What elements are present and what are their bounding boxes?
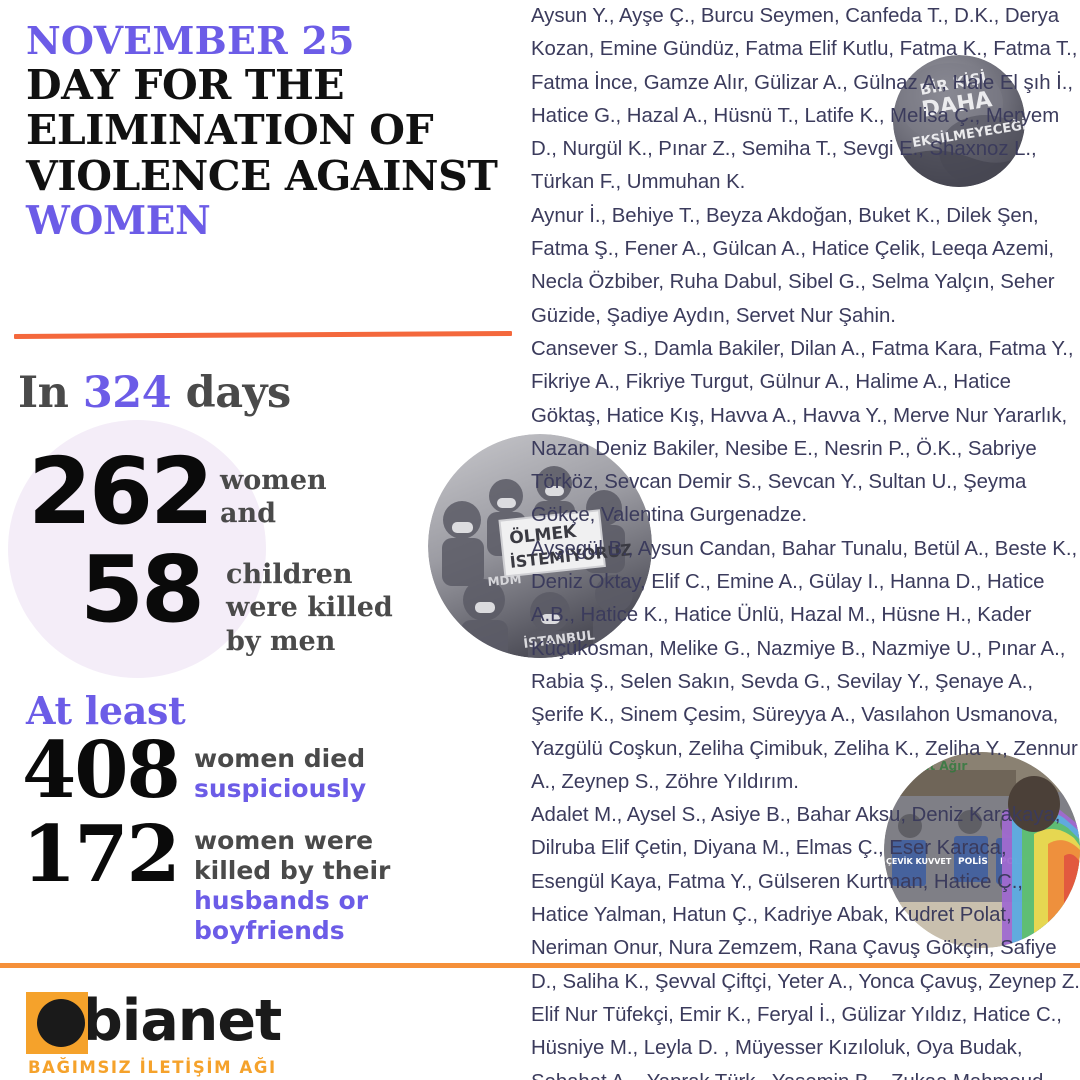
bianet-logo[interactable]: bianet BAĞIMSIZ İLETİŞİM AĞI (26, 988, 282, 1077)
stat-women-label-line1: women (220, 465, 327, 496)
names-paragraph: Cansever S., Damla Bakiler, Dilan A., Fa… (531, 337, 1074, 527)
headline-date: NOVEMBER 25 (26, 18, 355, 63)
stat-partner-killings: 172 women were killed by their husbands … (22, 809, 390, 946)
stat-partner-label-accent1: husbands or (194, 886, 369, 915)
stat-suspicious-label: women died suspiciously (194, 734, 366, 804)
headline-line-3: ELIMINATION OF (26, 106, 434, 155)
stat-partner-label: women were killed by their husbands or b… (194, 818, 390, 946)
days-suffix: days (185, 368, 292, 418)
stat-women-label: women and (208, 450, 327, 531)
svg-text:ÇEVİK KUVVET: ÇEVİK KUVVET (886, 856, 952, 866)
protest-banner-photo-graphic: BİR KİŞİ DAHA EKSİLMEYECEĞİZ (893, 55, 1025, 187)
headline-divider (13, 330, 513, 339)
stat-children-count: 58 (79, 536, 205, 643)
headline-line-2: DAY FOR THE (26, 60, 345, 109)
names-paragraph: Elif Nur Tüfekçi, Emir K., Feryal İ., Gü… (531, 1003, 1062, 1080)
at-least-label: At least (26, 688, 186, 733)
logo-square-icon (26, 992, 88, 1054)
stat-partner-label-line1: women were (194, 826, 374, 855)
protest-banner-photo: BİR KİŞİ DAHA EKSİLMEYECEĞİZ (893, 55, 1025, 187)
headline-line-5: WOMEN (26, 198, 211, 245)
stat-women-count: 262 (28, 438, 214, 545)
stats-circle-backdrop (8, 420, 266, 678)
left-content-column: NOVEMBER 25 DAY FOR THE ELIMINATION OF V… (0, 0, 525, 1080)
stat-suspicious-label-accent: suspiciously (194, 774, 367, 803)
stat-children-label-line2: were killed (226, 592, 393, 624)
days-number: 324 (82, 368, 172, 418)
stat-suspicious-deaths: 408 women died suspiciously (22, 725, 366, 816)
stat-partner-label-accent2: boyfriends (194, 916, 345, 945)
stat-partner-count: 172 (22, 809, 181, 900)
stat-children-label-line1: children (226, 559, 353, 590)
svg-text:POLİS: POLİS (958, 856, 988, 867)
page-title: NOVEMBER 25 DAY FOR THE ELIMINATION OF V… (26, 18, 511, 245)
logo-tagline: BAĞIMSIZ İLETİŞİM AĞI (28, 1058, 277, 1077)
stat-suspicious-label-line1: women died (194, 744, 366, 773)
stat-women-killed: 262 women and (28, 438, 327, 545)
svg-text:MDM: MDM (487, 572, 522, 589)
names-paragraph: Aysun Y., Ayşe Ç., Burcu Seymen, Canfeda… (531, 5, 1078, 194)
logo-mark-row: bianet (26, 988, 282, 1054)
headline-line-4: VIOLENCE AGAINST (26, 152, 498, 201)
stat-partner-label-line2: killed by their (194, 856, 391, 885)
names-paragraph: Ayşegül B., Aysun Candan, Bahar Tunalu, … (531, 537, 1078, 793)
stat-children-label-line3: by men (226, 625, 336, 657)
names-paragraph: Adalet M., Aysel S., Asiye B., Bahar Aks… (531, 804, 1080, 993)
stat-women-label-line2: and (220, 498, 277, 530)
logo-circle-icon (37, 999, 85, 1047)
stat-children-killed: 58 children were killed by men (28, 536, 393, 658)
footer-divider (0, 963, 1080, 968)
days-counter: In 324 days (18, 368, 291, 418)
victim-names-column: Aysun Y., Ayşe Ç., Burcu Seymen, Canfeda… (531, 0, 1080, 1080)
days-prefix: In (18, 368, 69, 418)
logo-wordmark: bianet (82, 988, 282, 1054)
names-paragraph: Aynur İ., Behiye T., Beyza Akdoğan, Buke… (531, 204, 1055, 327)
stat-children-label: children were killed by men (208, 548, 393, 658)
stat-suspicious-count: 408 (22, 725, 181, 816)
